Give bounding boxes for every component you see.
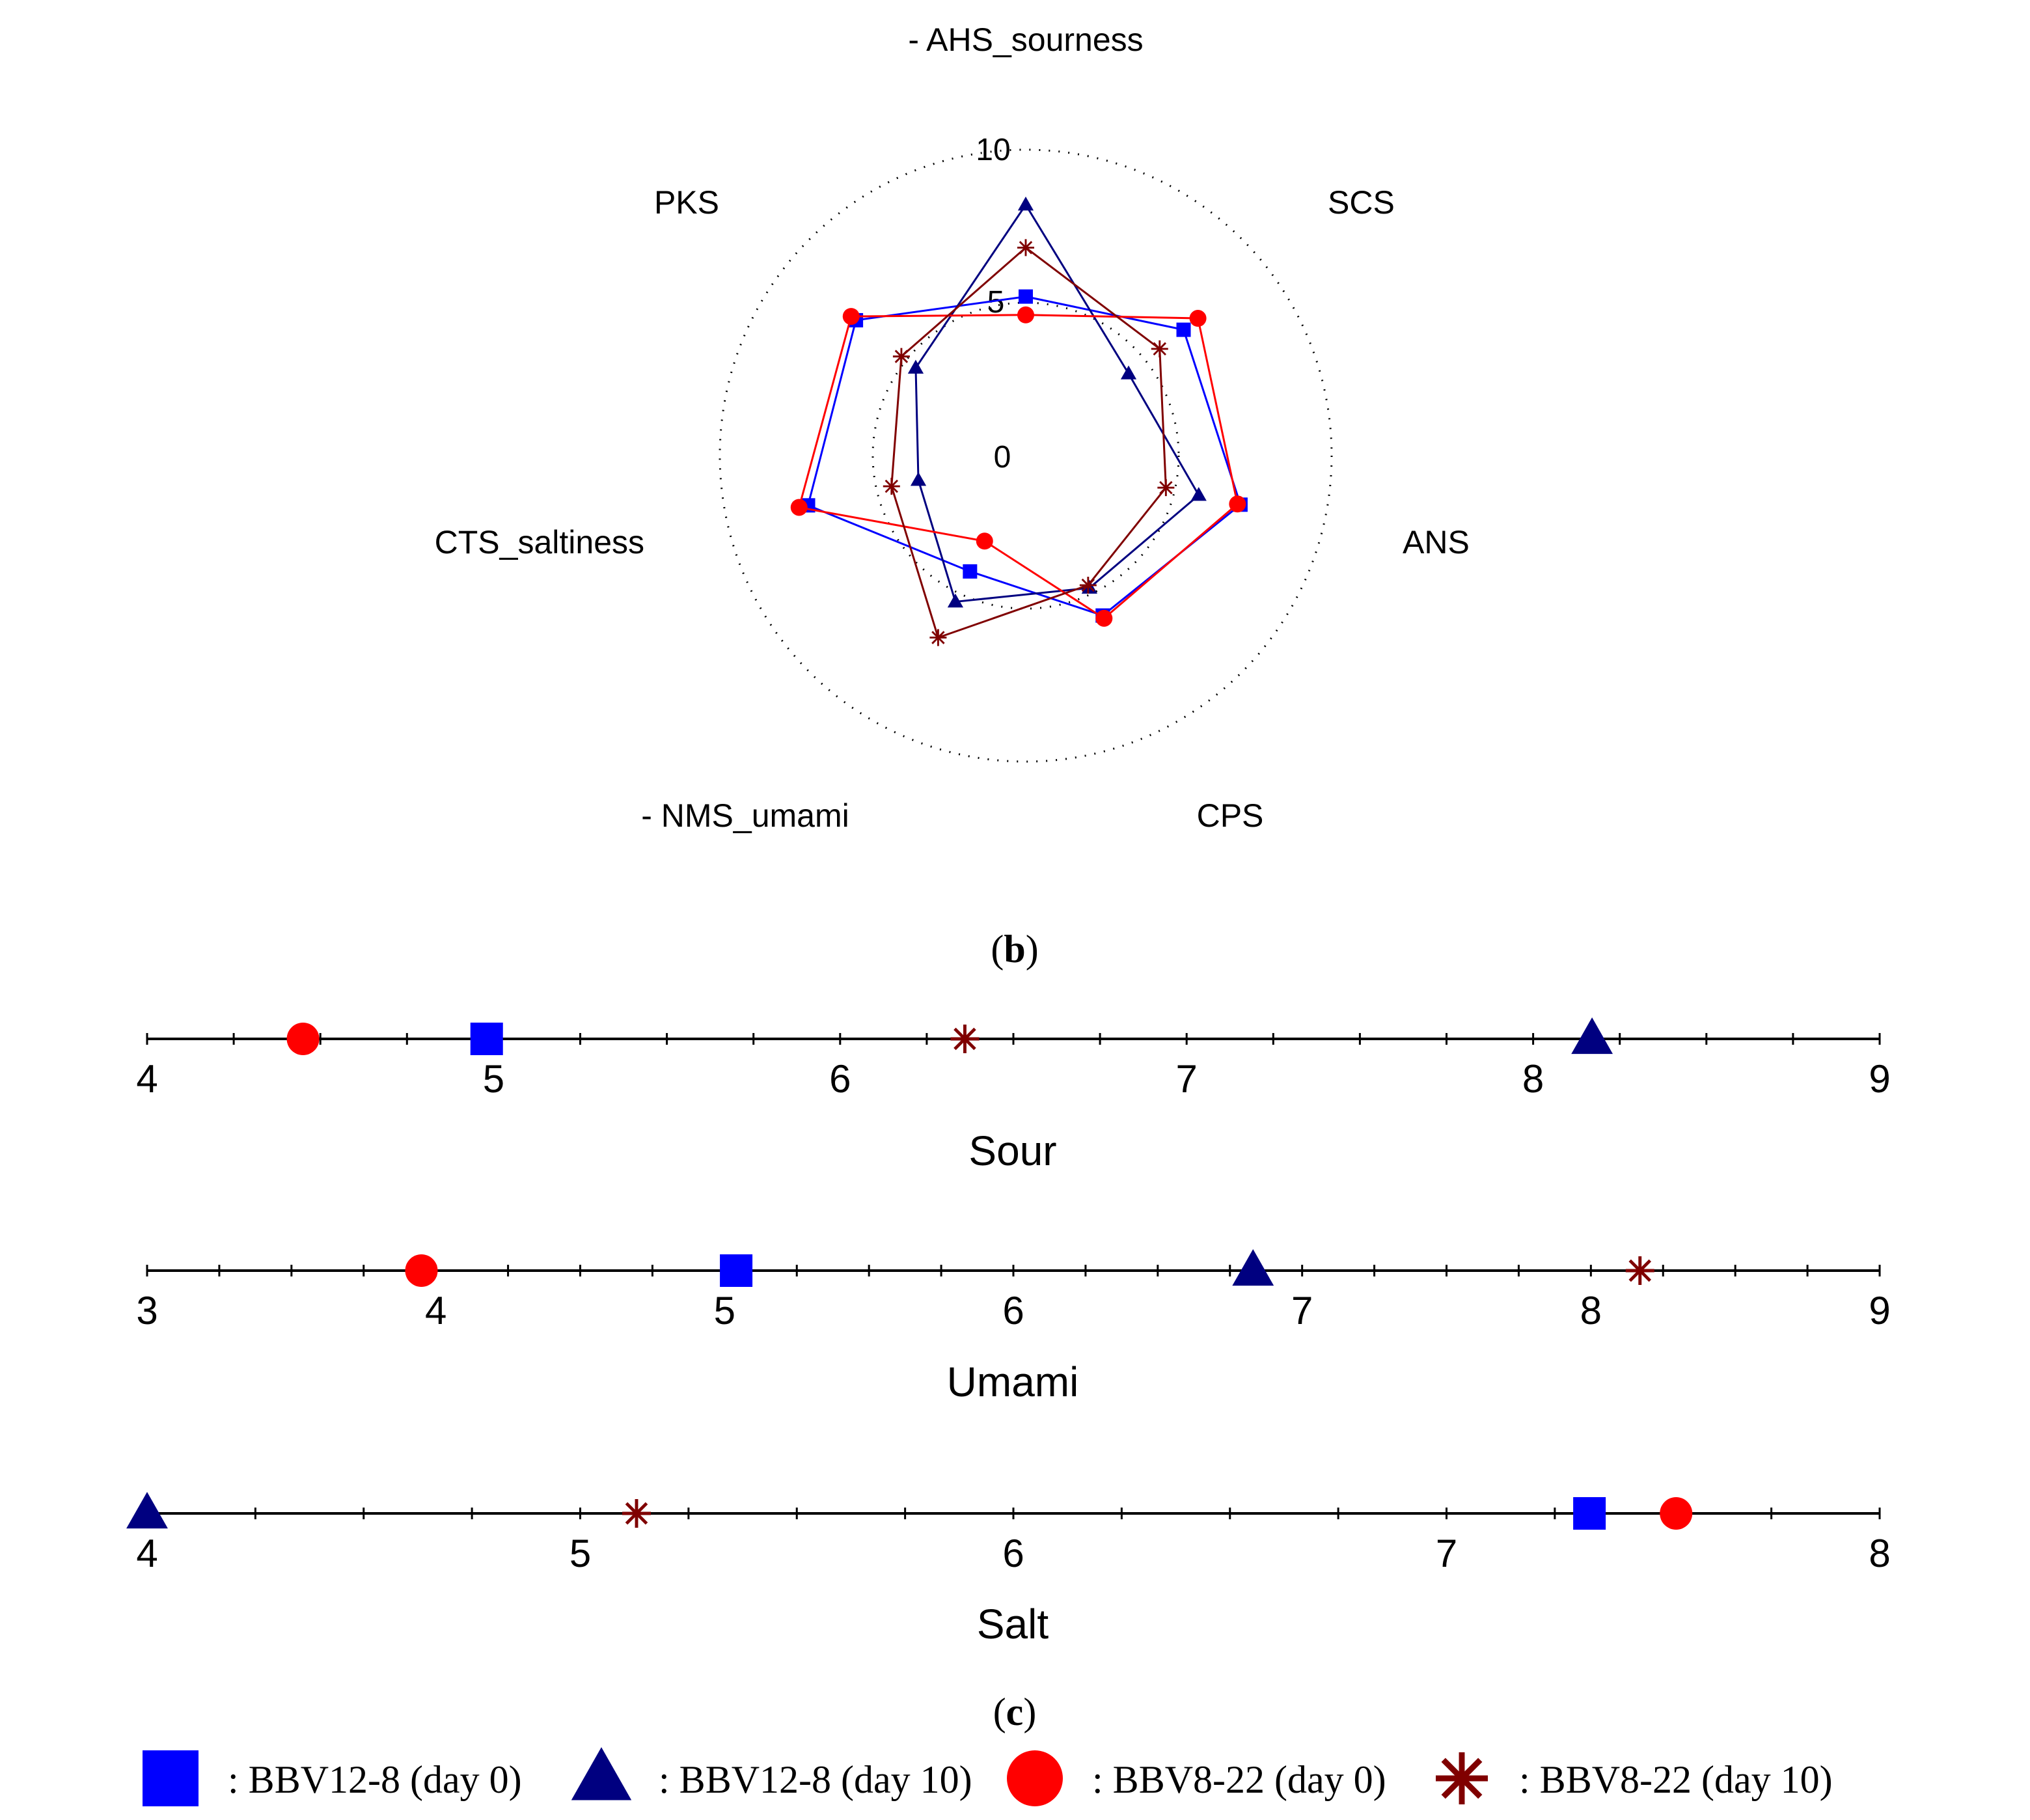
legend-item-bbv12_day10: : BBV12-8 (day 10) — [571, 1747, 972, 1801]
scale-tick-label: 8 — [1580, 1289, 1602, 1332]
radar-series-bbv8_day0 — [790, 306, 1246, 627]
scale-tick-label: 4 — [425, 1289, 446, 1332]
radar-axis-label: PKS — [654, 184, 719, 221]
radar-point-bbv8_day10 — [1151, 340, 1168, 357]
radar-outer-ring — [719, 148, 1333, 763]
radar-point-bbv8_day0 — [842, 308, 860, 325]
scale-tick-label: 9 — [1869, 1289, 1890, 1332]
radar-point-bbv8_day10 — [1079, 577, 1097, 594]
radar-point-bbv12_day10 — [947, 593, 964, 608]
radar-line-bbv8_day10 — [890, 246, 1167, 639]
radar-point-bbv8_day0 — [1017, 306, 1034, 324]
radar-axis-label: - AHS_sourness — [908, 21, 1143, 58]
radar-point-bbv8_day0 — [1095, 609, 1113, 627]
radar-axis-label: CTS_saltiness — [435, 524, 644, 560]
scale-sour: 4 5 6 7 8 9 Sour — [136, 1017, 1891, 1174]
radar-point-bbv12_day10 — [907, 359, 924, 374]
legend-item-bbv12_day0: : BBV12-8 (day 0) — [143, 1750, 522, 1806]
scale-tick-label: 6 — [1002, 1532, 1024, 1575]
legend-marker-bbv8_day10 — [1436, 1752, 1488, 1804]
legend-label: : BBV12-8 (day 0) — [228, 1758, 522, 1801]
scale-tick-label: 4 — [136, 1532, 158, 1575]
scale-point-bbv8_day0 — [1660, 1497, 1693, 1530]
legend-marker-bbv8_day0 — [1007, 1750, 1063, 1806]
scale-point-bbv12_day10 — [1232, 1248, 1274, 1286]
radar-ring-label: 10 — [976, 133, 1010, 167]
radar-point-bbv12_day0 — [963, 564, 978, 579]
scale-point-bbv12_day10 — [1571, 1017, 1613, 1055]
legend-item-bbv8_day0: : BBV8-22 (day 0) — [1007, 1750, 1386, 1806]
radar-point-bbv8_day10 — [892, 348, 910, 365]
scale-tick-label: 4 — [136, 1057, 158, 1101]
scale-tick-label: 7 — [1176, 1057, 1198, 1101]
radar-point-bbv12_day10 — [1120, 365, 1137, 379]
legend-marker-bbv12_day10 — [571, 1747, 632, 1800]
scale-point-bbv12_day10 — [126, 1491, 168, 1529]
legend-label: : BBV8-22 (day 10) — [1519, 1758, 1833, 1801]
radar-point-bbv12_day0 — [1176, 322, 1191, 337]
scale-tick-label: 7 — [1436, 1532, 1457, 1575]
radar-point-bbv8_day10 — [883, 478, 900, 495]
scale-title: Salt — [977, 1601, 1049, 1648]
scale-tick-label: 5 — [714, 1289, 735, 1332]
scale-tick-label: 9 — [1869, 1057, 1890, 1101]
scale-point-bbv12_day0 — [1573, 1497, 1606, 1530]
scale-point-bbv12_day0 — [720, 1254, 753, 1287]
radar-axis-label: CPS — [1197, 797, 1264, 834]
scale-tick-label: 3 — [136, 1289, 158, 1332]
scale-tick-label: 8 — [1869, 1532, 1890, 1575]
scale-title: Sour — [968, 1127, 1056, 1174]
radar-point-bbv12_day10 — [1017, 197, 1034, 211]
scale-tick-label: 5 — [569, 1532, 591, 1575]
radar-axis-label: - NMS_umami — [641, 797, 849, 834]
radar-point-bbv8_day0 — [790, 499, 808, 516]
legend-label: : BBV8-22 (day 0) — [1092, 1758, 1386, 1801]
scale-point-bbv8_day10 — [622, 1499, 652, 1528]
scale-point-bbv8_day0 — [405, 1254, 438, 1287]
radar-axis-label: SCS — [1328, 184, 1395, 221]
scale-salt: 4 5 6 7 8 Salt — [126, 1491, 1891, 1648]
scale-point-bbv8_day10 — [950, 1025, 980, 1053]
scale-point-bbv12_day0 — [470, 1023, 503, 1055]
radar-line-bbv12_day10 — [914, 202, 1200, 603]
legend-marker-bbv12_day0 — [143, 1750, 199, 1806]
radar-axis-label: ANS — [1403, 524, 1470, 560]
panel-label-c-letter: c — [1006, 1690, 1024, 1733]
scale-title: Umami — [947, 1358, 1079, 1405]
scale-umami: 3 4 5 6 7 8 9 Umami — [136, 1248, 1891, 1405]
radar-series-bbv12_day0 — [801, 289, 1248, 623]
panel-label-c: (c) — [993, 1690, 1037, 1733]
radar-point-bbv12_day10 — [1190, 487, 1207, 501]
legend-item-bbv8_day10: : BBV8-22 (day 10) — [1436, 1752, 1833, 1804]
panel-label-b: (b) — [991, 928, 1038, 971]
scale-tick-label: 6 — [1002, 1289, 1024, 1332]
radar-point-bbv8_day0 — [976, 532, 993, 550]
radar-point-bbv8_day10 — [1157, 479, 1175, 497]
scale-tick-label: 8 — [1522, 1057, 1544, 1101]
radar-point-bbv8_day0 — [1229, 495, 1246, 513]
radar-point-bbv8_day10 — [929, 629, 947, 646]
legend-label: : BBV12-8 (day 10) — [659, 1758, 972, 1801]
radar-point-bbv12_day0 — [1019, 289, 1033, 304]
radar-ring-label: 0 — [994, 440, 1011, 475]
radar-point-bbv8_day0 — [1189, 310, 1207, 327]
radar-point-bbv8_day10 — [1017, 239, 1034, 256]
radar-point-bbv12_day10 — [910, 472, 927, 486]
scale-tick-label: 7 — [1291, 1289, 1313, 1332]
scale-tick-label: 5 — [483, 1057, 504, 1101]
radar-series-bbv12_day10 — [907, 197, 1207, 608]
scale-point-bbv8_day0 — [286, 1023, 320, 1055]
dot-scales: 4 5 6 7 8 9 Sour 3 4 5 6 7 8 9 Umami 4 5 6 7 8 Salt — [126, 1017, 1891, 1648]
scale-tick-label: 6 — [829, 1057, 851, 1101]
scale-point-bbv8_day10 — [1625, 1256, 1654, 1285]
radar-series-bbv8_day10 — [883, 239, 1175, 646]
legend: : BBV12-8 (day 0) : BBV12-8 (day 10) : BBV… — [143, 1747, 1833, 1806]
panel-label-b-letter: b — [1004, 928, 1025, 971]
radar-mid-ring — [871, 301, 1180, 610]
radar-line-bbv8_day0 — [797, 314, 1239, 620]
